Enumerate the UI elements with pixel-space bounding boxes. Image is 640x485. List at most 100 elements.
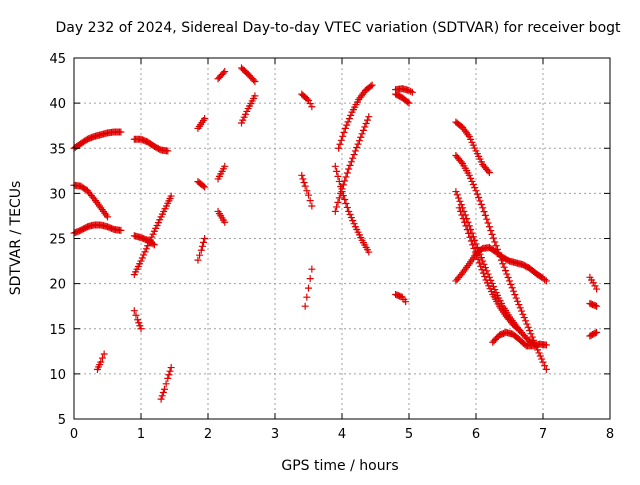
data-point [196, 251, 204, 259]
data-point [98, 354, 106, 362]
data-point [470, 244, 478, 252]
data-point [468, 177, 476, 185]
data-point [347, 158, 355, 166]
data-point [477, 200, 485, 208]
data-point [165, 371, 173, 379]
data-point [457, 207, 465, 215]
data-point [365, 248, 373, 256]
data-point [458, 211, 466, 219]
data-point [333, 203, 341, 211]
data-point [477, 254, 485, 262]
data-point [516, 327, 524, 335]
data-point [141, 248, 149, 256]
data-point [500, 263, 508, 271]
data-point [104, 213, 111, 221]
data-point [404, 98, 412, 106]
data-point [453, 191, 461, 199]
data-point [368, 81, 376, 89]
data-point [503, 270, 511, 278]
data-point [469, 241, 477, 249]
data-point [346, 161, 354, 169]
data-point [338, 185, 346, 193]
data-point [519, 310, 527, 318]
y-tick-label: 15 [49, 323, 66, 338]
data-point [467, 174, 475, 182]
data-point [221, 68, 229, 76]
data-point [343, 203, 351, 211]
data-point [158, 392, 166, 400]
data-point [474, 255, 482, 263]
data-point [455, 194, 463, 202]
data-point [347, 214, 355, 222]
data-point [340, 128, 348, 136]
y-tick-label: 5 [58, 413, 66, 428]
data-point [305, 284, 312, 292]
data-point [408, 88, 416, 96]
data-point [457, 158, 465, 166]
data-point [491, 238, 499, 246]
data-point [452, 188, 460, 196]
data-point [194, 256, 202, 264]
data-point [459, 215, 467, 223]
data-point [341, 196, 349, 204]
data-point [591, 282, 599, 290]
data-point [471, 184, 479, 192]
data-point [514, 325, 522, 333]
data-point [344, 118, 352, 126]
data-point [501, 267, 509, 275]
data-point [593, 302, 601, 310]
data-point [355, 137, 363, 145]
x-tick-label: 6 [472, 427, 480, 442]
data-point [250, 76, 258, 84]
data-point [363, 116, 371, 124]
x-tick-label: 4 [338, 427, 346, 442]
data-point [351, 147, 359, 155]
data-point [361, 123, 369, 131]
data-point [466, 233, 474, 241]
data-point [485, 223, 493, 231]
data-point [345, 207, 353, 215]
data-point [303, 187, 311, 195]
data-point [484, 219, 492, 227]
data-point [476, 197, 484, 205]
data-point [308, 265, 316, 273]
data-point [306, 275, 314, 283]
data-point [489, 234, 497, 242]
data-point [407, 87, 415, 95]
data-point [339, 132, 347, 140]
x-axis-label: GPS time / hours [281, 458, 398, 474]
data-point [536, 352, 544, 360]
data-point [251, 92, 259, 100]
data-point [306, 197, 314, 205]
data-point [97, 358, 105, 366]
data-point [504, 273, 512, 281]
y-tick-label: 20 [49, 278, 66, 293]
data-point [362, 120, 370, 128]
data-point [164, 374, 172, 382]
data-point [357, 133, 365, 141]
data-point [167, 364, 175, 372]
data-point [526, 327, 534, 335]
data-point [462, 222, 470, 230]
data-point [140, 251, 148, 259]
data-point [335, 194, 343, 202]
data-point [484, 167, 492, 175]
data-point [305, 96, 312, 104]
data-point [542, 365, 550, 373]
data-point [477, 262, 485, 270]
y-tick-label: 40 [49, 97, 66, 112]
data-point [137, 325, 145, 333]
data-point [512, 294, 520, 302]
data-point [481, 211, 489, 219]
data-point [298, 171, 306, 179]
data-point [345, 165, 353, 173]
data-point [515, 301, 523, 309]
data-point [354, 140, 362, 148]
data-point [463, 226, 471, 234]
data-point [333, 167, 341, 175]
data-point [461, 218, 469, 226]
data-point [469, 181, 477, 189]
